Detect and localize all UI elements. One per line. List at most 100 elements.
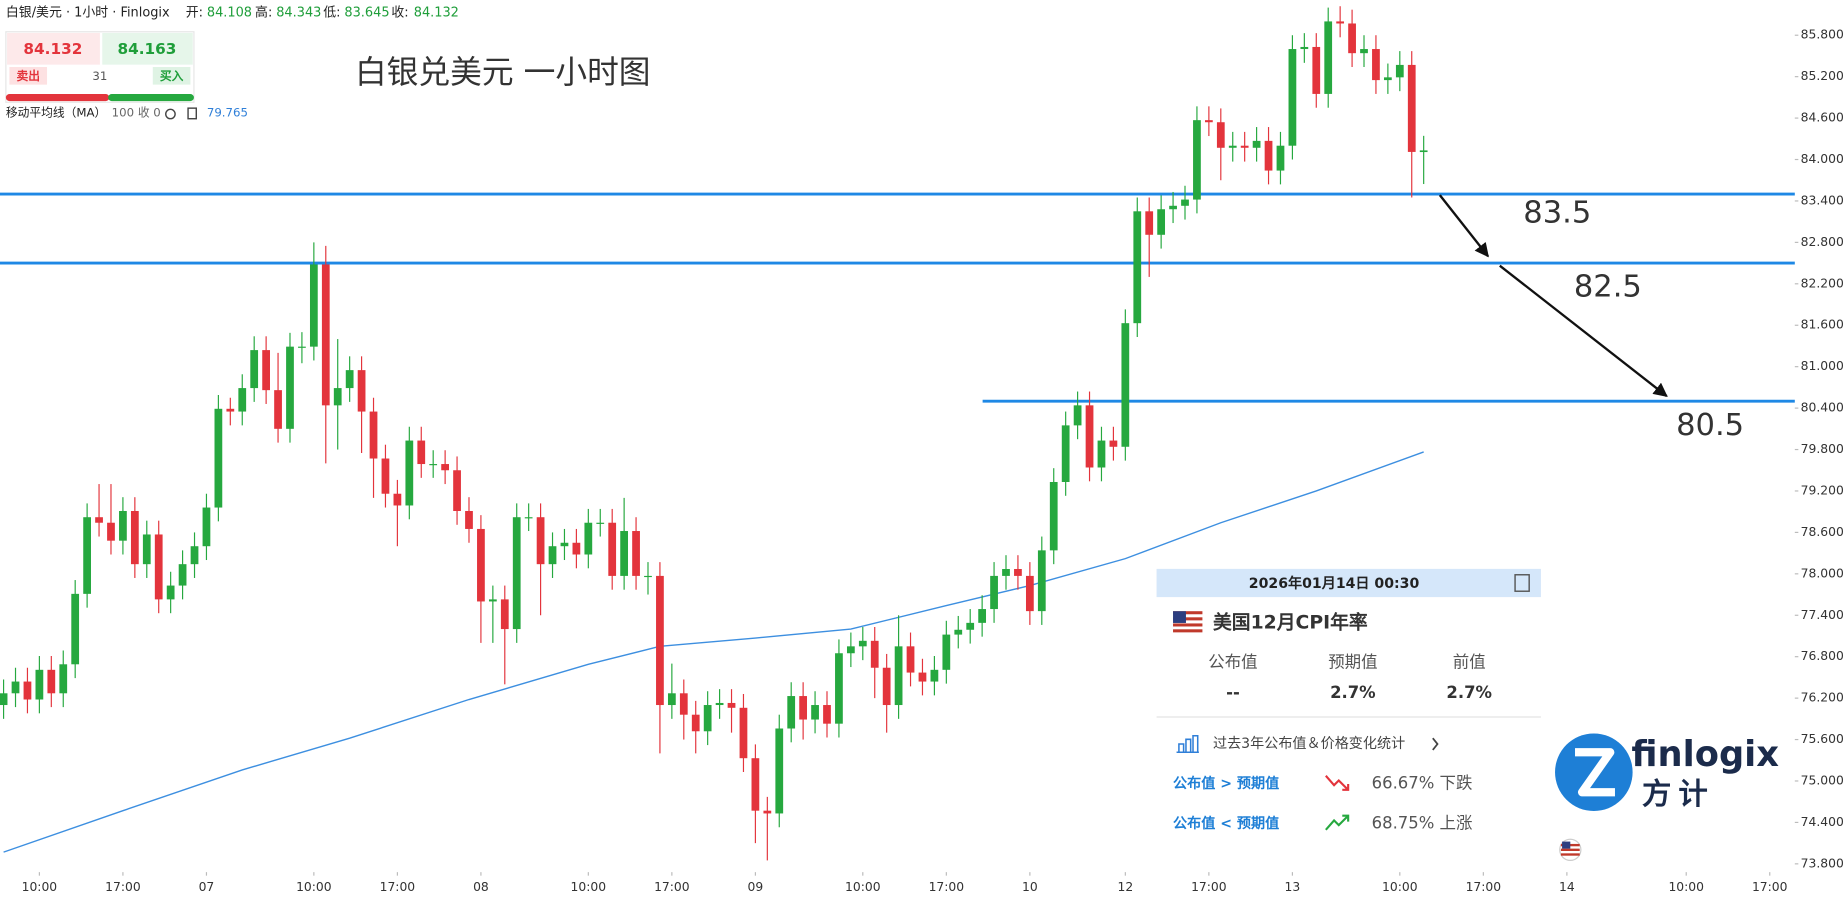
level-label: 82.5: [1574, 269, 1642, 304]
y-tick-label: 76.800: [1801, 649, 1843, 663]
level-label: 83.5: [1523, 195, 1591, 230]
candle-body: [286, 346, 294, 429]
y-tick-label: 73.800: [1801, 856, 1843, 870]
candle-body: [906, 646, 915, 673]
event-title: 美国12月CPI年率: [1213, 610, 1368, 633]
candle-body: [727, 702, 736, 708]
candle-body: [1395, 64, 1404, 78]
high-value: 84.343: [276, 5, 321, 20]
low-label: 低:: [323, 5, 340, 20]
candle-body: [142, 534, 151, 565]
candle-body: [787, 696, 796, 729]
y-tick-label: 85.800: [1801, 28, 1843, 42]
candle-body: [799, 696, 808, 720]
x-tick-label: 10:00: [296, 880, 332, 894]
x-tick-label: 13: [1285, 880, 1301, 894]
y-tick-label: 77.400: [1801, 608, 1843, 622]
sell-button[interactable]: [9, 67, 48, 85]
candle-body: [1169, 205, 1177, 210]
candle-body: [1049, 481, 1058, 551]
candle-body: [166, 585, 175, 600]
buy-bar: [108, 94, 194, 102]
x-tick-label: 07: [199, 880, 215, 894]
up-arrow-icon: [1325, 814, 1350, 831]
sell-cell[interactable]: [7, 32, 100, 65]
candle-body: [429, 464, 438, 466]
candle-body: [1002, 568, 1010, 576]
y-tick-label: 81.000: [1801, 359, 1843, 373]
sell-price: 84.132: [23, 40, 82, 58]
event-datetime: 2026年01月14日 00:30: [1249, 575, 1420, 592]
settings-icon[interactable]: [165, 108, 176, 120]
candle-body: [644, 575, 652, 578]
high-label: 高:: [255, 4, 272, 20]
candle-body: [751, 758, 760, 811]
candle-body: [846, 646, 855, 654]
candle-body: [584, 522, 593, 555]
candle-body: [381, 458, 390, 494]
candle-body: [321, 264, 330, 406]
indicator-params: 100 收 0: [112, 105, 161, 119]
candle-body: [1014, 568, 1022, 576]
candle-body: [823, 705, 831, 724]
stats-link[interactable]: 过去3年公布值＆价格变化统计: [1213, 736, 1405, 752]
candle-body: [1252, 140, 1261, 148]
moving-average: [3, 451, 1424, 853]
us-flag: [1173, 611, 1203, 633]
close-value: 84.132: [414, 5, 459, 20]
low-value: 83.645: [344, 5, 389, 20]
candle-body: [536, 517, 545, 565]
candle-body: [1133, 211, 1142, 324]
candle-body: [465, 510, 473, 529]
candle-body: [1193, 120, 1201, 200]
candle-body: [357, 370, 366, 412]
candle-body: [835, 653, 843, 724]
x-tick-label: 10:00: [1668, 880, 1704, 894]
y-tick-label: 78.000: [1801, 566, 1843, 580]
candle-body: [405, 440, 414, 506]
y-tick-label: 78.600: [1801, 525, 1843, 539]
candle-body: [1264, 140, 1273, 171]
y-tick-label: 85.200: [1801, 69, 1843, 83]
candle-body: [966, 622, 975, 630]
candle-body: [202, 507, 211, 547]
x-tick-label: 09: [748, 880, 764, 894]
y-tick-label: 75.000: [1801, 773, 1843, 787]
level-label: 80.5: [1676, 408, 1744, 443]
candle-body: [47, 669, 56, 694]
y-tick-label: 82.200: [1801, 276, 1843, 290]
candle-body: [691, 714, 700, 732]
buy-cell[interactable]: [102, 32, 193, 65]
candle-body: [214, 408, 223, 508]
candle-body: [894, 646, 903, 706]
candle-body: [620, 531, 629, 576]
candle-body: [942, 634, 951, 670]
x-tick-label: 10:00: [22, 880, 58, 894]
candle-body: [1216, 122, 1225, 148]
small-flag: [1559, 838, 1582, 861]
candle-body: [1300, 46, 1309, 50]
candle-body: [1419, 150, 1428, 153]
x-tick-label: 10:00: [1382, 880, 1418, 894]
candle-body: [882, 667, 891, 706]
stat-text: 66.67% 下跌: [1372, 773, 1473, 792]
stat-label: 公布值 > 预期值: [1173, 775, 1279, 792]
candle-body: [632, 531, 640, 576]
x-tick-label: 10: [1022, 880, 1038, 894]
candle-body: [667, 693, 676, 706]
close-label: 收:: [391, 5, 408, 20]
stat-label: 公布值 < 预期值: [1173, 815, 1279, 832]
candle-body: [238, 388, 247, 412]
candle-body: [274, 390, 282, 429]
delete-icon[interactable]: [187, 107, 197, 120]
stats-icon: [1176, 735, 1199, 754]
candle-body: [262, 350, 270, 391]
calendar-icon[interactable]: [1514, 574, 1530, 592]
candle-body: [333, 388, 342, 406]
column-label: 公布值: [1208, 652, 1257, 671]
candle-body: [154, 534, 163, 600]
buy-button[interactable]: [152, 67, 191, 85]
y-tick-label: 81.600: [1801, 318, 1843, 332]
indicator-name: 移动平均线（MA）: [6, 105, 106, 119]
candle-body: [83, 517, 91, 594]
